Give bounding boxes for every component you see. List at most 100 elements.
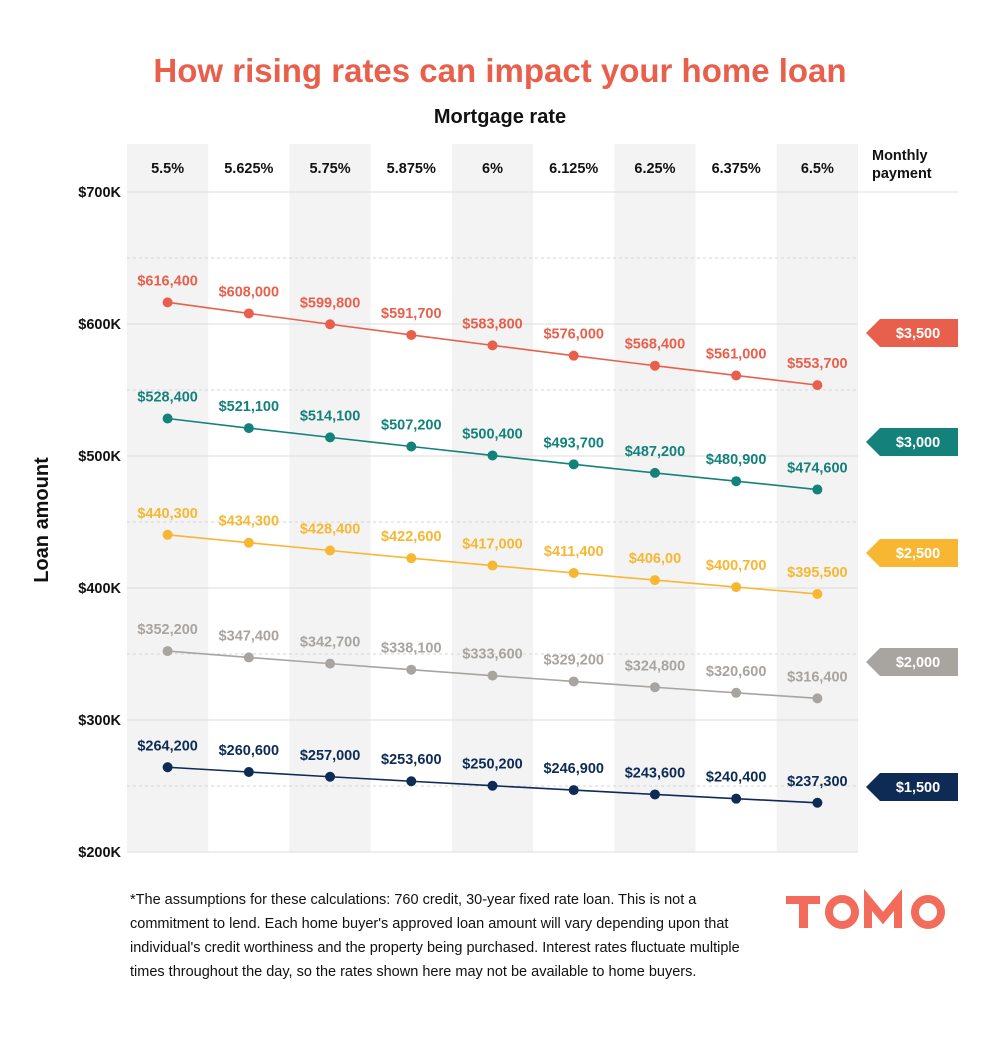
data-label: $422,600 bbox=[381, 529, 441, 545]
data-point bbox=[406, 553, 417, 564]
tomo-logo bbox=[786, 888, 945, 929]
data-point bbox=[487, 780, 498, 791]
x-tick-label: 6.375% bbox=[712, 161, 761, 177]
y-tick-label: $300K bbox=[78, 713, 121, 729]
data-label: $500,400 bbox=[462, 426, 522, 442]
data-point bbox=[243, 652, 254, 663]
data-label: $434,300 bbox=[219, 514, 279, 530]
data-point bbox=[162, 297, 173, 308]
data-label: $316,400 bbox=[787, 669, 847, 685]
data-label: $250,200 bbox=[462, 757, 522, 773]
data-label: $521,100 bbox=[219, 399, 279, 415]
x-tick-label: 5.5% bbox=[151, 161, 184, 177]
data-point bbox=[243, 537, 254, 548]
data-point bbox=[649, 575, 660, 586]
data-point bbox=[406, 329, 417, 340]
data-point bbox=[325, 319, 336, 330]
data-point bbox=[568, 350, 579, 361]
data-point bbox=[568, 785, 579, 796]
data-label: $329,200 bbox=[543, 652, 603, 668]
data-point bbox=[568, 459, 579, 470]
data-label: $347,400 bbox=[219, 628, 279, 644]
y-tick-label: $400K bbox=[78, 581, 121, 597]
data-point bbox=[812, 797, 823, 808]
data-point bbox=[243, 767, 254, 778]
column-band bbox=[451, 144, 534, 852]
x-axis-title: Mortgage rate bbox=[433, 106, 567, 128]
data-label: $342,700 bbox=[300, 635, 360, 651]
column-bands bbox=[127, 144, 858, 852]
data-point bbox=[731, 370, 742, 381]
data-label: $395,500 bbox=[787, 565, 847, 581]
y-tick-label: $500K bbox=[78, 449, 121, 465]
legend-item: $3,000 bbox=[866, 428, 958, 456]
x-tick-label: 6% bbox=[482, 161, 503, 177]
data-point bbox=[812, 484, 823, 495]
data-point bbox=[731, 687, 742, 698]
x-tick-label: 5.75% bbox=[309, 161, 350, 177]
data-label: $583,800 bbox=[462, 316, 522, 332]
data-point bbox=[812, 380, 823, 391]
data-label: $616,400 bbox=[137, 273, 197, 289]
data-point bbox=[406, 664, 417, 675]
data-label: $493,700 bbox=[543, 435, 603, 451]
data-label: $320,600 bbox=[706, 664, 766, 680]
data-label: $591,700 bbox=[381, 306, 441, 322]
legend-tag bbox=[866, 773, 958, 801]
data-point bbox=[162, 762, 173, 773]
column-band bbox=[776, 144, 858, 852]
data-label: $568,400 bbox=[625, 337, 685, 353]
data-label: $561,000 bbox=[706, 346, 766, 362]
data-point bbox=[325, 658, 336, 669]
data-label: $440,300 bbox=[137, 506, 197, 522]
series-points bbox=[162, 297, 823, 808]
data-point bbox=[487, 450, 498, 461]
data-point bbox=[487, 560, 498, 571]
data-point bbox=[731, 476, 742, 487]
data-label: $507,200 bbox=[381, 417, 441, 433]
chart-title: How rising rates can impact your home lo… bbox=[153, 52, 847, 89]
column-band bbox=[289, 144, 371, 852]
data-labels: $616,400 $608,000 $599,800 $591,700 $583,800… bbox=[137, 273, 847, 789]
data-label: $260,600 bbox=[219, 743, 279, 759]
data-label: $246,900 bbox=[543, 761, 603, 777]
data-point bbox=[487, 340, 498, 351]
data-label: $514,100 bbox=[300, 408, 360, 424]
legend: $3,500 $3,000 $2,500 $2,000 $1,500 bbox=[866, 319, 958, 801]
y-tick-label: $200K bbox=[78, 845, 121, 861]
data-label: $608,000 bbox=[219, 284, 279, 300]
data-point bbox=[731, 793, 742, 804]
x-tick-label: 6.125% bbox=[549, 161, 598, 177]
legend-label: $2,500 bbox=[896, 546, 940, 562]
data-point bbox=[243, 308, 254, 319]
data-label: $338,100 bbox=[381, 641, 441, 657]
legend-item: $2,000 bbox=[866, 648, 958, 676]
legend-tag bbox=[866, 648, 958, 676]
data-label: $264,200 bbox=[137, 738, 197, 754]
line-chart: 5.5% 5.625% 5.75% 5.875% 6% 6.125% 6.25% 6.375%… bbox=[31, 144, 958, 861]
legend-label: $1,500 bbox=[896, 780, 940, 796]
legend-label: $3,000 bbox=[896, 435, 940, 451]
data-label: $400,700 bbox=[706, 558, 766, 574]
legend-title: Monthly bbox=[872, 148, 928, 164]
legend-label: $2,000 bbox=[896, 655, 940, 671]
y-tick-label: $600K bbox=[78, 317, 121, 333]
data-point bbox=[243, 423, 254, 434]
data-point bbox=[325, 771, 336, 782]
footnote: *The assumptions for these calculations:… bbox=[130, 892, 740, 980]
data-label: $352,200 bbox=[137, 622, 197, 638]
data-label: $406,00 bbox=[629, 551, 681, 567]
data-point bbox=[649, 467, 660, 478]
data-label: $333,600 bbox=[462, 647, 522, 663]
data-label: $487,200 bbox=[625, 444, 685, 460]
data-point bbox=[487, 670, 498, 681]
column-band bbox=[127, 144, 209, 852]
data-label: $553,700 bbox=[787, 356, 847, 372]
x-tick-label: 6.5% bbox=[801, 161, 834, 177]
data-label: $599,800 bbox=[300, 295, 360, 311]
data-point bbox=[649, 789, 660, 800]
legend-item: $2,500 bbox=[866, 539, 958, 567]
data-label: $237,300 bbox=[787, 774, 847, 790]
data-label: $253,600 bbox=[381, 752, 441, 768]
data-point bbox=[406, 776, 417, 787]
